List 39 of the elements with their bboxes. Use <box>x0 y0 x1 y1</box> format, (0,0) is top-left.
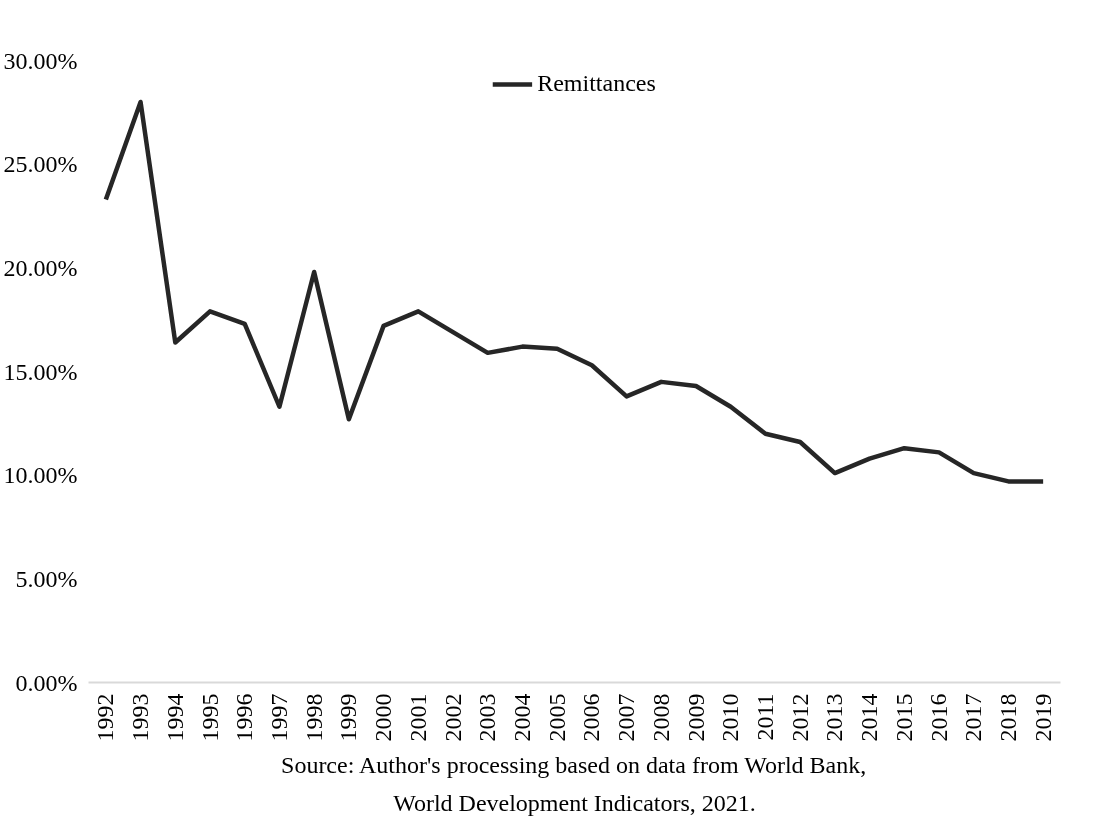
x-tick-label: 1995 <box>196 693 223 742</box>
x-tick-label: 2017 <box>960 693 987 742</box>
x-tick-label: 2014 <box>856 693 883 742</box>
x-tick-label: 1998 <box>300 693 327 742</box>
text: World Development Indicators, 2021. <box>393 789 756 816</box>
x-tick-label: 2013 <box>821 693 848 742</box>
x-tick-label: 2010 <box>717 693 744 742</box>
x-tick-label: 2007 <box>613 693 640 742</box>
y-tick-label: 25.00% <box>3 151 78 178</box>
x-tick-label: 2019 <box>1029 693 1056 742</box>
y-tick-label: 10.00% <box>3 462 78 489</box>
x-tick-label: 2006 <box>578 693 605 742</box>
x-tick-label: 2005 <box>543 693 570 742</box>
line-series <box>103 99 1046 484</box>
x-tick-label: 1992 <box>92 693 119 742</box>
x-tick-label: 2002 <box>439 693 466 742</box>
x-tick-label: 1999 <box>335 693 362 742</box>
x-tick-label: 1994 <box>161 693 188 742</box>
x-tick-label: 2009 <box>682 693 709 742</box>
x-tick-label: 2003 <box>474 693 501 742</box>
x-tick-label: 2015 <box>890 693 917 742</box>
x-tick-label: 1996 <box>231 693 258 742</box>
y-tick-label: 15.00% <box>3 358 78 385</box>
source-note: Source: Author's processing based on data from World Bank, <box>281 751 867 778</box>
x-tick-label: 2016 <box>925 693 952 742</box>
x-tick-label: 2001 <box>404 693 431 742</box>
x-tick-label: 2018 <box>994 693 1021 742</box>
legend-label: Remittances <box>537 70 656 97</box>
x-tick-label: 2008 <box>647 693 674 742</box>
x-tick-label: 1997 <box>265 693 292 742</box>
x-tick-label: 2000 <box>370 693 397 742</box>
x-tick-label: 2011 <box>751 693 778 741</box>
y-tick-label: 0.00% <box>15 669 78 696</box>
x-tick-label: 2004 <box>508 693 535 742</box>
y-tick-label: 30.00% <box>3 47 78 74</box>
y-tick-label: 5.00% <box>15 565 78 592</box>
x-tick-label: 2012 <box>786 693 813 742</box>
x-tick-label: 1993 <box>127 693 154 742</box>
y-tick-label: 20.00% <box>3 254 78 281</box>
